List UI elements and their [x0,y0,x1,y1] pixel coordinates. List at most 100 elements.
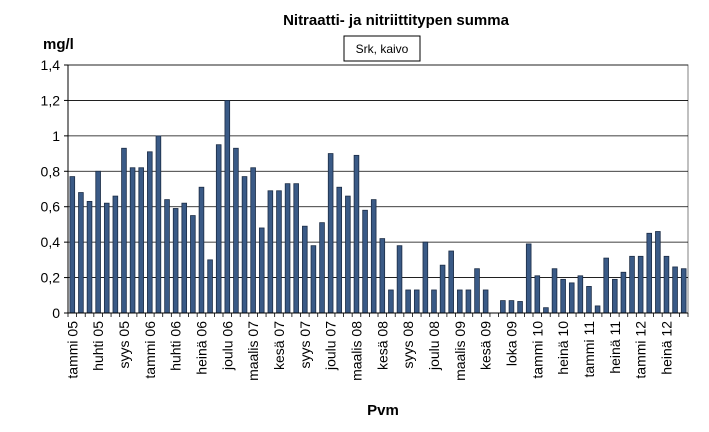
bar [534,275,541,314]
bar [302,225,308,314]
y-tick-label: 0 [52,305,60,321]
bar [362,209,368,314]
bar [388,289,394,314]
x-tick-label: tammi 06 [142,321,158,379]
bar [370,199,377,314]
bar [267,190,274,314]
bar [78,192,84,314]
bar [147,151,153,314]
x-axis-label: Pvm [367,402,399,419]
bar [353,154,360,314]
x-tick-label: heinä 12 [658,321,674,375]
x-tick-label: huhti 05 [90,321,106,371]
bar [439,264,446,314]
x-tick-label: heinä 11 [607,321,623,374]
bar [465,289,472,314]
x-tick-label: joulu 06 [219,321,235,371]
y-tick-label: 0,4 [41,234,61,250]
bar [517,301,523,314]
bar [612,278,618,314]
y-tick-label: 0,8 [41,163,61,179]
bar [250,167,256,314]
x-tick-label: syys 08 [400,321,416,369]
bar [276,190,282,314]
bar [215,144,222,314]
bar [155,135,162,314]
bar [603,257,609,314]
bar [345,195,351,314]
bar [543,307,549,314]
x-tick-label: syys 05 [116,321,132,369]
x-tick-label: syys 07 [297,321,313,369]
bar [379,238,386,314]
bar [629,255,635,314]
bar [241,176,248,314]
legend: Srk, kaivo [343,35,421,62]
x-tick-label: kesä 09 [478,321,494,370]
bar [129,167,136,314]
bar [224,100,231,314]
x-tick-label: maalis 08 [348,321,364,381]
bar [525,243,532,314]
bar [474,268,480,314]
chart-title: Nitraatti- ja nitriittitypen summa [283,12,510,29]
bar [448,250,454,314]
bar [396,245,403,314]
bar [181,202,188,314]
y-tick-label: 0,2 [41,270,61,286]
y-axis-label: mg/l [43,36,74,53]
bar [95,170,101,314]
bar [663,255,670,314]
bar [413,289,420,314]
bar [586,286,592,314]
bar [620,271,627,314]
x-tick-label: kesä 07 [271,321,287,370]
x-tick-label: maalis 09 [452,321,468,381]
bar [258,227,265,314]
bar [310,245,317,314]
bar [577,275,584,314]
bar [336,186,343,314]
y-tick-label: 0,6 [41,199,61,215]
bar [327,153,334,314]
x-tick-label: tammi 12 [633,321,649,379]
bar [568,282,575,314]
bar [508,300,515,314]
y-tick-label: 1,2 [41,92,61,108]
bar [431,289,437,314]
bar [637,255,644,314]
bar [655,231,661,314]
bar [594,305,601,314]
bar [121,147,127,314]
x-tick-label: loka 09 [503,321,519,366]
x-tick-label: heinä 10 [555,321,571,375]
x-tick-label: tammi 05 [64,321,80,379]
bar [112,195,119,314]
bar [482,289,489,314]
legend-label: Srk, kaivo [356,42,409,56]
x-tick-label: tammi 11 [581,321,597,378]
x-tick-label: heinä 06 [193,321,209,375]
x-tick-label: huhti 06 [168,321,184,371]
bar [560,278,566,314]
bar [86,200,93,314]
x-tick-label: kesä 08 [374,321,390,370]
bar [198,186,205,314]
bar [551,268,558,314]
legend-box [343,35,421,62]
bar [284,183,291,314]
bar [103,202,110,314]
y-tick-label: 1,4 [41,57,61,73]
x-tick-label: tammi 10 [529,321,545,379]
bar [207,259,213,314]
bar [172,208,179,314]
bar [457,289,463,314]
bar [680,268,687,314]
bar [319,222,325,314]
y-tick-label: 1 [52,128,60,144]
x-tick-label: joulu 08 [426,321,442,371]
bar [293,183,299,314]
bar [422,241,429,314]
bar [672,266,678,314]
